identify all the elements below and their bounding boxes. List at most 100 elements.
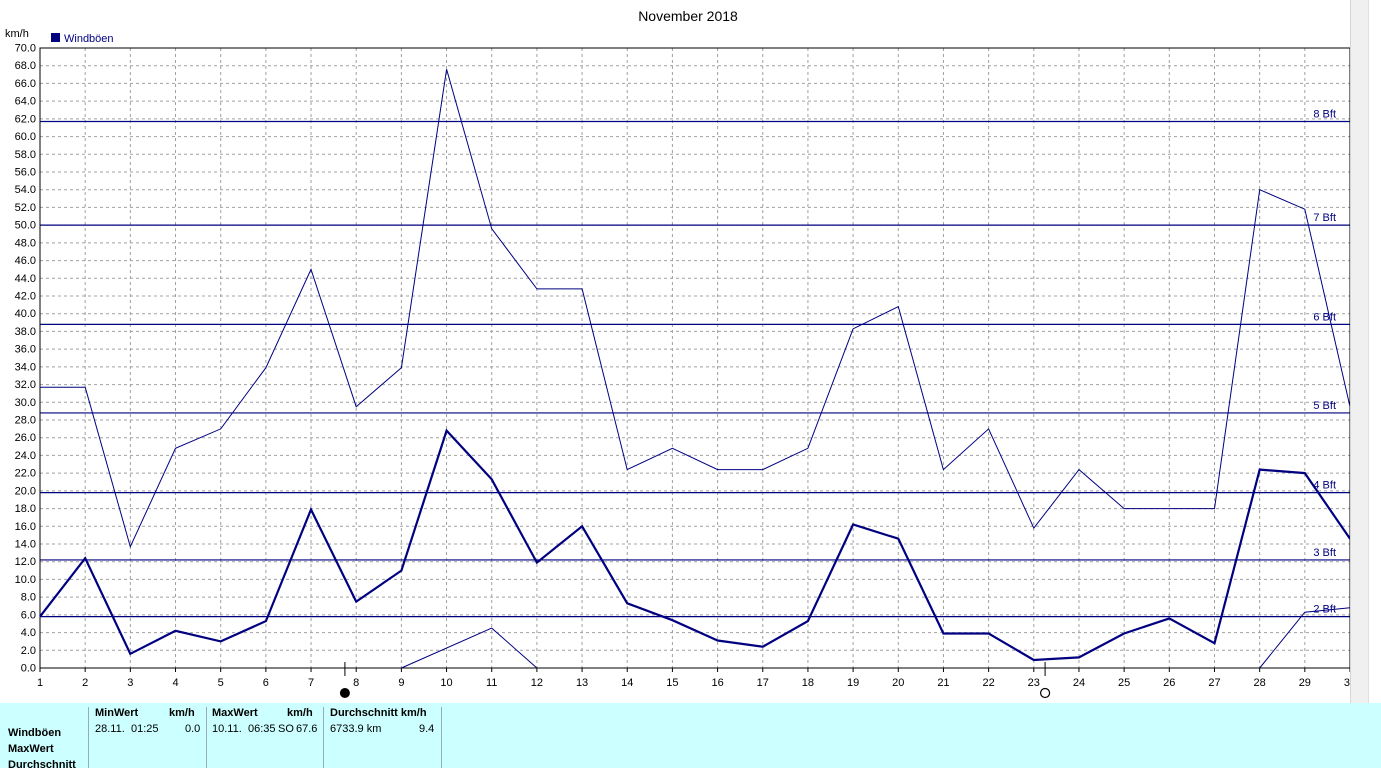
row-label-windboeen: Windböen	[8, 727, 62, 739]
y-tick-label: 2.0	[21, 645, 36, 657]
beaufort-label: 2 Bft	[1313, 604, 1336, 616]
max-column: MaxWert km/h 10.11. 06:35 SO 67.6	[206, 707, 324, 768]
y-tick-label: 28.0	[15, 415, 36, 427]
y-tick-label: 54.0	[15, 184, 36, 196]
avg-header: Durchschnitt km/h	[330, 707, 427, 719]
legend-swatch	[51, 33, 60, 42]
y-tick-label: 8.0	[21, 592, 36, 604]
x-tick-label: 21	[937, 677, 949, 689]
min-value: 0.0	[185, 723, 201, 735]
series-min-line-tail	[1259, 607, 1351, 669]
y-tick-label: 44.0	[15, 273, 36, 285]
y-tick-label: 22.0	[15, 468, 36, 480]
full-moon-icon	[1039, 687, 1051, 699]
y-tick-label: 20.0	[15, 485, 36, 497]
y-tick-label: 52.0	[15, 202, 36, 214]
plot-area	[40, 48, 1350, 668]
x-tick-label: 28	[1254, 677, 1266, 689]
x-tick-label: 16	[711, 677, 723, 689]
x-tick-label: 4	[172, 677, 178, 689]
series-max-line	[40, 69, 1351, 549]
avg-distance: 6733.9 km	[330, 723, 382, 735]
min-column: MinWert km/h 28.11. 01:25 0.0	[88, 707, 207, 768]
x-tick-label: 25	[1118, 677, 1130, 689]
series-min-line	[401, 627, 538, 669]
x-tick-label: 20	[892, 677, 904, 689]
beaufort-label: 7 Bft	[1313, 212, 1336, 224]
x-tick-label: 13	[576, 677, 588, 689]
x-tick-label: 11	[486, 677, 497, 689]
series-avg-line	[39, 428, 1351, 662]
y-tick-label: 50.0	[15, 220, 36, 232]
x-tick-label: 17	[757, 677, 769, 689]
avg-column: Durchschnitt km/h 6733.9 km 9.4	[324, 707, 442, 768]
x-tick-label: 5	[218, 677, 224, 689]
x-tick-label: 14	[621, 677, 633, 689]
y-tick-label: 62.0	[15, 113, 36, 125]
legend-label: Windböen	[64, 33, 114, 45]
y-tick-label: 66.0	[15, 78, 36, 90]
beaufort-label: 5 Bft	[1313, 400, 1336, 412]
max-value: 67.6	[296, 723, 318, 735]
x-tick-label: 9	[398, 677, 404, 689]
x-tick-label: 3	[127, 677, 133, 689]
stats-footer: Windböen MaxWert Durchschnitt MinWert km…	[0, 703, 1381, 771]
y-tick-label: 40.0	[15, 308, 36, 320]
y-tick-label: 24.0	[15, 450, 36, 462]
y-tick-label: 38.0	[15, 326, 36, 338]
x-tick-label: 19	[847, 677, 859, 689]
y-tick-label: 10.0	[15, 574, 36, 586]
y-tick-label: 48.0	[15, 237, 36, 249]
x-tick-label: 29	[1299, 677, 1311, 689]
new-moon-icon	[339, 688, 350, 698]
y-tick-label: 68.0	[15, 60, 36, 72]
x-tick-label: 27	[1208, 677, 1220, 689]
max-header: MaxWert	[212, 707, 258, 719]
min-date: 28.11.	[95, 723, 125, 735]
x-tick-label: 22	[982, 677, 994, 689]
y-tick-label: 6.0	[21, 609, 36, 621]
beaufort-label: 8 Bft	[1313, 109, 1336, 121]
chart-title: November 2018	[638, 8, 738, 24]
y-tick-label: 16.0	[15, 521, 36, 533]
min-header: MinWert	[95, 707, 139, 719]
y-tick-label: 34.0	[15, 361, 36, 373]
x-tick-label: 23	[1028, 677, 1040, 689]
y-tick-label: 32.0	[15, 379, 36, 391]
x-tick-label: 8	[353, 677, 359, 689]
y-tick-label: 70.0	[15, 43, 36, 55]
y-tick-label: 30.0	[15, 397, 36, 409]
y-tick-label: 58.0	[15, 149, 36, 161]
y-unit-label: km/h	[5, 28, 29, 40]
x-tick-label: 10	[440, 677, 452, 689]
row-label-durchschnitt: Durchschnitt	[8, 759, 76, 771]
beaufort-label: 6 Bft	[1313, 311, 1336, 323]
y-tick-label: 36.0	[15, 344, 36, 356]
row-label-maxwert: MaxWert	[8, 743, 54, 755]
x-tick-label: 7	[308, 677, 314, 689]
y-tick-label: 0.0	[21, 663, 36, 675]
x-tick-label: 1	[37, 677, 43, 689]
x-tick-label: 15	[666, 677, 678, 689]
min-unit: km/h	[169, 707, 195, 719]
beaufort-label: 3 Bft	[1313, 547, 1336, 559]
x-tick-label: 26	[1163, 677, 1175, 689]
y-tick-label: 18.0	[15, 503, 36, 515]
x-tick-label: 12	[531, 677, 543, 689]
y-tick-label: 4.0	[21, 627, 36, 639]
max-direction: SO	[278, 723, 294, 735]
y-tick-label: 42.0	[15, 291, 36, 303]
y-tick-label: 64.0	[15, 96, 36, 108]
y-tick-label: 26.0	[15, 432, 36, 444]
avg-value: 9.4	[419, 723, 435, 735]
max-date: 10.11.	[212, 723, 242, 735]
max-unit: km/h	[287, 707, 313, 719]
right-scroll-strip[interactable]	[1368, 0, 1381, 703]
max-time: 06:35	[248, 723, 276, 735]
x-tick-label: 6	[263, 677, 269, 689]
wind-chart: 0.0 2.0 4.0 6.0 8.0 10.0 12.0 14.0 16.0 18.0 20.0 2…	[5, 8, 1356, 699]
y-tick-label: 56.0	[15, 167, 36, 179]
min-time: 01:25	[131, 723, 159, 735]
y-tick-label: 14.0	[15, 539, 36, 551]
y-tick-label: 60.0	[15, 131, 36, 143]
